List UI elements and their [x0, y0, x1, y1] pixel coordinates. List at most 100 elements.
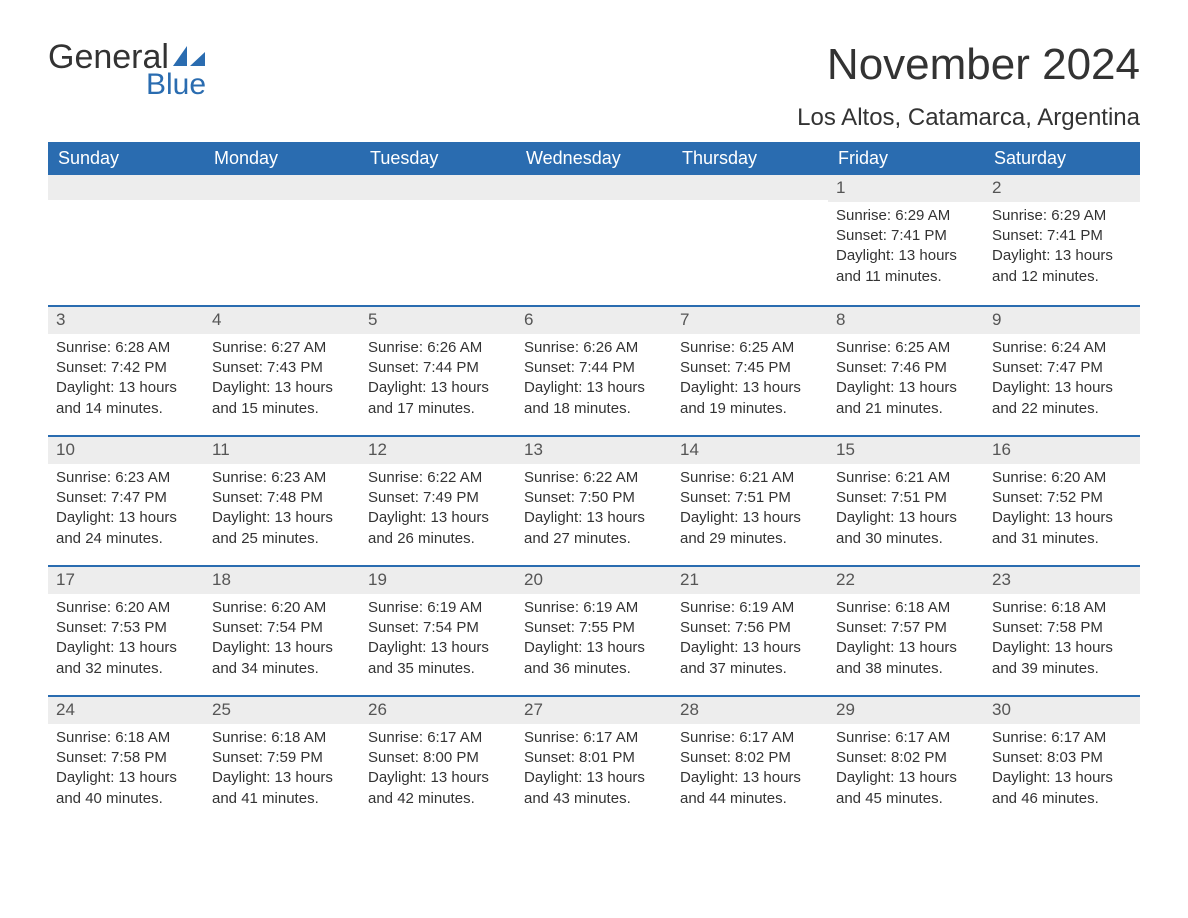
day-number: 23	[984, 567, 1140, 594]
daylight-line: Daylight: 13 hours and 22 minutes.	[992, 378, 1132, 419]
week-row: 17Sunrise: 6:20 AMSunset: 7:53 PMDayligh…	[48, 565, 1140, 695]
day-number: 13	[516, 437, 672, 464]
weekday-header: Tuesday	[360, 142, 516, 175]
sunset-line: Sunset: 7:47 PM	[56, 488, 196, 508]
day-cell	[204, 175, 360, 305]
day-cell: 18Sunrise: 6:20 AMSunset: 7:54 PMDayligh…	[204, 567, 360, 695]
day-cell: 4Sunrise: 6:27 AMSunset: 7:43 PMDaylight…	[204, 307, 360, 435]
day-cell: 3Sunrise: 6:28 AMSunset: 7:42 PMDaylight…	[48, 307, 204, 435]
day-body: Sunrise: 6:22 AMSunset: 7:50 PMDaylight:…	[516, 464, 672, 563]
sunset-line: Sunset: 8:02 PM	[680, 748, 820, 768]
day-number: 2	[984, 175, 1140, 202]
day-body: Sunrise: 6:25 AMSunset: 7:45 PMDaylight:…	[672, 334, 828, 433]
day-body: Sunrise: 6:21 AMSunset: 7:51 PMDaylight:…	[828, 464, 984, 563]
day-body: Sunrise: 6:18 AMSunset: 7:58 PMDaylight:…	[984, 594, 1140, 693]
daylight-line: Daylight: 13 hours and 14 minutes.	[56, 378, 196, 419]
day-cell: 12Sunrise: 6:22 AMSunset: 7:49 PMDayligh…	[360, 437, 516, 565]
day-cell: 21Sunrise: 6:19 AMSunset: 7:56 PMDayligh…	[672, 567, 828, 695]
sunset-line: Sunset: 7:41 PM	[836, 226, 976, 246]
day-cell: 16Sunrise: 6:20 AMSunset: 7:52 PMDayligh…	[984, 437, 1140, 565]
empty-daynum-bar	[672, 175, 828, 200]
daylight-line: Daylight: 13 hours and 24 minutes.	[56, 508, 196, 549]
daylight-line: Daylight: 13 hours and 29 minutes.	[680, 508, 820, 549]
sunset-line: Sunset: 7:41 PM	[992, 226, 1132, 246]
day-body: Sunrise: 6:20 AMSunset: 7:54 PMDaylight:…	[204, 594, 360, 693]
day-body: Sunrise: 6:25 AMSunset: 7:46 PMDaylight:…	[828, 334, 984, 433]
empty-daynum-bar	[516, 175, 672, 200]
day-cell: 2Sunrise: 6:29 AMSunset: 7:41 PMDaylight…	[984, 175, 1140, 305]
day-number: 1	[828, 175, 984, 202]
day-body: Sunrise: 6:29 AMSunset: 7:41 PMDaylight:…	[984, 202, 1140, 301]
sunset-line: Sunset: 7:44 PM	[368, 358, 508, 378]
day-body: Sunrise: 6:26 AMSunset: 7:44 PMDaylight:…	[516, 334, 672, 433]
sunset-line: Sunset: 7:55 PM	[524, 618, 664, 638]
sunrise-line: Sunrise: 6:18 AM	[992, 598, 1132, 618]
day-number: 10	[48, 437, 204, 464]
sunset-line: Sunset: 8:01 PM	[524, 748, 664, 768]
day-body: Sunrise: 6:24 AMSunset: 7:47 PMDaylight:…	[984, 334, 1140, 433]
daylight-line: Daylight: 13 hours and 45 minutes.	[836, 768, 976, 809]
day-body: Sunrise: 6:22 AMSunset: 7:49 PMDaylight:…	[360, 464, 516, 563]
day-number: 28	[672, 697, 828, 724]
day-body: Sunrise: 6:19 AMSunset: 7:54 PMDaylight:…	[360, 594, 516, 693]
sunrise-line: Sunrise: 6:25 AM	[680, 338, 820, 358]
day-number: 15	[828, 437, 984, 464]
day-number: 11	[204, 437, 360, 464]
day-body: Sunrise: 6:28 AMSunset: 7:42 PMDaylight:…	[48, 334, 204, 433]
daylight-line: Daylight: 13 hours and 18 minutes.	[524, 378, 664, 419]
sunset-line: Sunset: 7:51 PM	[680, 488, 820, 508]
day-number: 5	[360, 307, 516, 334]
day-cell: 10Sunrise: 6:23 AMSunset: 7:47 PMDayligh…	[48, 437, 204, 565]
day-body: Sunrise: 6:20 AMSunset: 7:53 PMDaylight:…	[48, 594, 204, 693]
sunset-line: Sunset: 7:48 PM	[212, 488, 352, 508]
daylight-line: Daylight: 13 hours and 42 minutes.	[368, 768, 508, 809]
sunset-line: Sunset: 7:58 PM	[992, 618, 1132, 638]
day-number: 3	[48, 307, 204, 334]
day-number: 24	[48, 697, 204, 724]
day-number: 19	[360, 567, 516, 594]
day-body: Sunrise: 6:17 AMSunset: 8:03 PMDaylight:…	[984, 724, 1140, 823]
sunset-line: Sunset: 8:02 PM	[836, 748, 976, 768]
day-number: 8	[828, 307, 984, 334]
day-cell	[48, 175, 204, 305]
day-cell	[672, 175, 828, 305]
day-cell: 19Sunrise: 6:19 AMSunset: 7:54 PMDayligh…	[360, 567, 516, 695]
week-row: 24Sunrise: 6:18 AMSunset: 7:58 PMDayligh…	[48, 695, 1140, 825]
empty-daynum-bar	[360, 175, 516, 200]
day-cell: 23Sunrise: 6:18 AMSunset: 7:58 PMDayligh…	[984, 567, 1140, 695]
day-body: Sunrise: 6:18 AMSunset: 7:58 PMDaylight:…	[48, 724, 204, 823]
sunset-line: Sunset: 7:43 PM	[212, 358, 352, 378]
day-number: 17	[48, 567, 204, 594]
sunrise-line: Sunrise: 6:17 AM	[524, 728, 664, 748]
day-number: 25	[204, 697, 360, 724]
day-body: Sunrise: 6:19 AMSunset: 7:56 PMDaylight:…	[672, 594, 828, 693]
day-body: Sunrise: 6:27 AMSunset: 7:43 PMDaylight:…	[204, 334, 360, 433]
day-cell: 14Sunrise: 6:21 AMSunset: 7:51 PMDayligh…	[672, 437, 828, 565]
day-number: 22	[828, 567, 984, 594]
sunset-line: Sunset: 7:47 PM	[992, 358, 1132, 378]
day-body: Sunrise: 6:23 AMSunset: 7:47 PMDaylight:…	[48, 464, 204, 563]
day-number: 14	[672, 437, 828, 464]
day-number: 29	[828, 697, 984, 724]
day-number: 18	[204, 567, 360, 594]
day-number: 20	[516, 567, 672, 594]
logo: General Blue	[48, 40, 207, 100]
day-cell: 6Sunrise: 6:26 AMSunset: 7:44 PMDaylight…	[516, 307, 672, 435]
daylight-line: Daylight: 13 hours and 36 minutes.	[524, 638, 664, 679]
daylight-line: Daylight: 13 hours and 26 minutes.	[368, 508, 508, 549]
location-subtitle: Los Altos, Catamarca, Argentina	[48, 104, 1140, 132]
sunset-line: Sunset: 7:57 PM	[836, 618, 976, 638]
daylight-line: Daylight: 13 hours and 27 minutes.	[524, 508, 664, 549]
daylight-line: Daylight: 13 hours and 40 minutes.	[56, 768, 196, 809]
sunset-line: Sunset: 7:50 PM	[524, 488, 664, 508]
weekday-header: Monday	[204, 142, 360, 175]
sunrise-line: Sunrise: 6:26 AM	[524, 338, 664, 358]
sunrise-line: Sunrise: 6:17 AM	[368, 728, 508, 748]
day-number: 4	[204, 307, 360, 334]
sunset-line: Sunset: 7:45 PM	[680, 358, 820, 378]
daylight-line: Daylight: 13 hours and 44 minutes.	[680, 768, 820, 809]
sunrise-line: Sunrise: 6:23 AM	[212, 468, 352, 488]
sunset-line: Sunset: 7:58 PM	[56, 748, 196, 768]
day-cell: 5Sunrise: 6:26 AMSunset: 7:44 PMDaylight…	[360, 307, 516, 435]
sunset-line: Sunset: 7:54 PM	[368, 618, 508, 638]
